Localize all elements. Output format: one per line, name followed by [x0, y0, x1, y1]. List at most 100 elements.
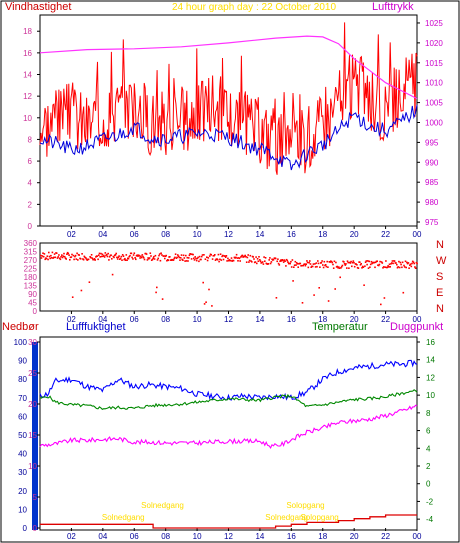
- direction-point: [74, 254, 77, 257]
- direction-point: [206, 256, 208, 258]
- pressure-ytick-label: 975: [425, 218, 439, 227]
- direction-point: [235, 253, 238, 256]
- direction-point: [103, 254, 105, 257]
- direction-ytick-label: 270: [24, 256, 38, 265]
- humidity-ytick-label: 20: [28, 400, 37, 409]
- direction-point: [87, 258, 90, 261]
- temp-ytick-label: -2: [426, 497, 434, 506]
- direction-point: [304, 264, 307, 267]
- direction-point: [113, 256, 115, 259]
- direction-point: [185, 260, 188, 262]
- direction-point: [107, 252, 109, 255]
- rain-ytick-label: 10: [18, 505, 27, 514]
- direction-point: [124, 259, 127, 261]
- climate-xtick-label: 22: [381, 532, 390, 541]
- direction-point: [59, 258, 62, 261]
- direction-point: [221, 255, 223, 258]
- sun-annotation: Solopgang: [300, 513, 338, 522]
- pressure-ytick-label: 1005: [425, 99, 443, 108]
- direction-point: [262, 263, 265, 265]
- climate-xtick-label: 12: [224, 532, 233, 541]
- direction-point: [407, 262, 410, 264]
- wind-xtick-label: 16: [287, 230, 296, 239]
- direction-point: [132, 258, 134, 260]
- wind-xtick-label: 20: [350, 230, 359, 239]
- direction-point: [414, 266, 416, 268]
- direction-point: [251, 261, 253, 263]
- direction-point: [182, 254, 185, 257]
- direction-point: [399, 261, 402, 264]
- direction-xtick-label: 06: [130, 315, 139, 324]
- direction-point: [396, 263, 398, 266]
- direction-point: [369, 263, 372, 266]
- climate-xtick-label: 06: [130, 532, 139, 541]
- direction-ytick-label: 360: [24, 239, 38, 248]
- direction-point: [40, 254, 42, 257]
- direction-point: [315, 262, 318, 264]
- direction-point: [195, 259, 198, 262]
- direction-point: [322, 266, 325, 269]
- direction-point: [401, 261, 404, 264]
- direction-point: [351, 261, 354, 264]
- direction-point: [158, 254, 160, 257]
- direction-point: [229, 259, 232, 262]
- direction-point: [63, 252, 65, 255]
- direction-point: [226, 260, 228, 262]
- direction-point: [42, 252, 44, 254]
- direction-point: [219, 258, 221, 261]
- direction-point: [156, 259, 159, 261]
- wind-xtick-label: 10: [193, 230, 202, 239]
- pressure-ytick-label: 995: [425, 138, 439, 147]
- direction-point: [317, 262, 320, 265]
- direction-point: [259, 259, 261, 261]
- pressure-line: [39, 35, 418, 100]
- direction-point: [126, 259, 128, 261]
- direction-point: [254, 261, 257, 263]
- direction-point: [395, 262, 397, 264]
- direction-point: [332, 267, 335, 269]
- direction-point: [116, 258, 119, 260]
- humidity-ytick-label: 0: [33, 524, 38, 533]
- direction-point: [47, 258, 49, 261]
- direction-point: [384, 266, 386, 268]
- wind-ytick-label: 2: [28, 200, 33, 209]
- wind-ytick-label: 16: [23, 49, 32, 58]
- pressure-ytick-label: 1015: [425, 59, 443, 68]
- wind-average-line: [39, 104, 418, 171]
- direction-point: [313, 294, 315, 296]
- direction-point: [402, 291, 405, 294]
- direction-point: [74, 255, 76, 258]
- direction-point: [276, 260, 278, 263]
- direction-point: [256, 262, 258, 265]
- direction-point: [274, 257, 277, 260]
- direction-point: [195, 257, 197, 260]
- direction-point: [176, 256, 178, 259]
- direction-point: [85, 258, 88, 260]
- direction-point: [235, 256, 237, 259]
- direction-point: [364, 261, 367, 263]
- temp-ytick-label: 0: [426, 480, 431, 489]
- direction-point: [158, 253, 161, 255]
- direction-point: [65, 258, 67, 260]
- direction-point: [165, 254, 167, 257]
- direction-point: [98, 254, 100, 256]
- direction-point: [369, 266, 371, 268]
- direction-point: [169, 256, 171, 258]
- direction-point: [319, 266, 321, 268]
- direction-point: [290, 260, 292, 263]
- direction-xtick-label: 04: [98, 315, 107, 324]
- temp-ytick-label: 16: [426, 338, 435, 347]
- direction-point: [267, 263, 270, 265]
- direction-point: [380, 261, 383, 263]
- direction-point: [327, 300, 330, 302]
- direction-point: [95, 256, 97, 258]
- direction-point: [295, 262, 298, 264]
- direction-point: [317, 260, 319, 262]
- temperature-line: [39, 389, 418, 410]
- wind-xtick-label: 06: [130, 230, 139, 239]
- pressure-title: Lufttrykk: [372, 1, 414, 13]
- direction-point: [96, 255, 99, 257]
- pressure-ytick-label: 990: [425, 158, 439, 167]
- direction-point: [382, 266, 385, 268]
- direction-point: [370, 260, 373, 263]
